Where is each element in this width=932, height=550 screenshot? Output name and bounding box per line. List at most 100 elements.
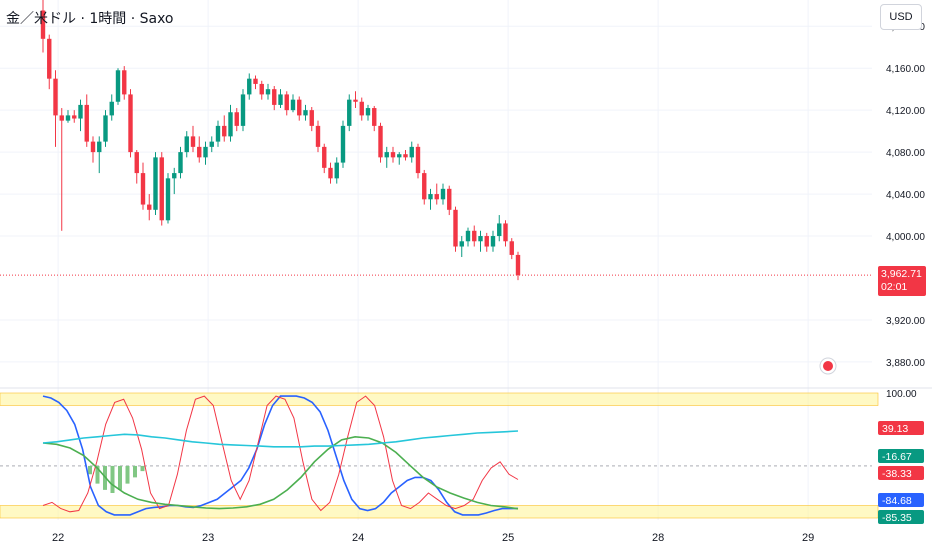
candle-body — [484, 236, 489, 247]
indicator-series-line — [42, 435, 519, 510]
time-axis-label: 29 — [802, 532, 814, 544]
time-axis-label: 28 — [652, 532, 664, 544]
candle-body — [153, 157, 158, 210]
indicator-value-tag — [878, 510, 924, 524]
candle-body — [140, 173, 146, 205]
candle-body — [134, 152, 139, 174]
indicator-series-line — [42, 395, 519, 513]
candle-body — [384, 152, 389, 158]
candle-body — [47, 38, 52, 79]
indicator-value-tag-label: -85.35 — [882, 512, 912, 524]
candle-body — [372, 108, 377, 126]
candle-body — [115, 70, 121, 102]
candle-body — [478, 236, 483, 242]
candle-body — [334, 162, 339, 179]
candle-body — [415, 146, 421, 174]
currency-button[interactable]: USD — [880, 4, 922, 30]
candle-body — [503, 223, 508, 242]
candle-body — [447, 188, 452, 210]
candle-body — [97, 141, 102, 153]
candle-body — [253, 78, 258, 84]
indicator-band — [0, 505, 879, 519]
histogram-bar — [95, 465, 100, 484]
indicator-axis-label: 100.00 — [886, 389, 917, 400]
candle-body — [203, 146, 208, 158]
candle-body — [197, 146, 202, 158]
candle-body — [209, 141, 214, 147]
indicator-series-line — [42, 395, 519, 516]
last-price-value: 3,962.71 — [881, 268, 922, 280]
indicator-value-tag — [878, 449, 924, 463]
candle-body — [215, 125, 221, 142]
histogram-bar — [140, 465, 145, 472]
candle-body — [509, 241, 514, 255]
candle-body — [340, 125, 346, 163]
price-axis-label: 3,880.00 — [886, 358, 925, 369]
candle-body — [459, 241, 464, 247]
last-price-tag: 3,962.71 02:01 — [878, 266, 926, 296]
candle-body — [53, 78, 58, 116]
candle-body — [378, 125, 383, 158]
candle-body — [65, 115, 71, 121]
histogram-bar — [118, 465, 122, 490]
indicator-value-tag-label: 39.13 — [882, 423, 908, 435]
candle-body — [409, 146, 414, 158]
candle-body — [328, 167, 333, 179]
price-axis-label: 4,000.00 — [886, 232, 925, 243]
candle-body — [309, 110, 314, 126]
candle-body — [122, 70, 127, 95]
indicator-value-tag-label: -84.68 — [882, 495, 912, 507]
candle-body — [159, 157, 164, 221]
candle-body — [365, 108, 371, 116]
candle-body — [453, 209, 458, 247]
candle-body — [297, 99, 302, 116]
candle-body — [259, 83, 264, 95]
time-axis-label: 22 — [52, 532, 64, 544]
candle-body — [353, 99, 358, 102]
candle-body — [290, 99, 296, 111]
candle-body — [284, 94, 289, 111]
candle-body — [147, 204, 152, 210]
candle-body — [315, 125, 321, 147]
histogram-bar — [88, 465, 92, 475]
candle-body — [390, 152, 396, 158]
candle-body — [472, 230, 477, 242]
candle-body — [422, 173, 427, 200]
us-flag-icon-fill — [823, 361, 833, 371]
time-axis-label: 24 — [352, 532, 364, 544]
candle-body — [490, 236, 496, 247]
candle-body — [303, 110, 308, 116]
candle-body — [265, 89, 271, 95]
indicator-value-tag — [878, 493, 924, 507]
indicator-band — [0, 392, 879, 406]
price-axis-label: 3,920.00 — [886, 316, 925, 327]
candle-body — [184, 136, 189, 153]
price-axis-label: 4,080.00 — [886, 148, 925, 159]
candle-body — [247, 78, 252, 95]
candle-body — [165, 178, 171, 221]
indicator-value-tag — [878, 421, 924, 435]
candle-body — [515, 254, 521, 276]
candle-body — [465, 230, 471, 242]
candle-body — [497, 223, 502, 237]
candle-body — [397, 154, 402, 158]
candle-body — [234, 112, 239, 126]
indicator-value-tag-label: -38.33 — [882, 468, 912, 480]
candle-body — [278, 94, 283, 105]
candle-body — [347, 99, 352, 126]
indicator-series-line — [42, 430, 519, 448]
candle-body — [272, 89, 277, 105]
price-axis-label: 4,160.00 — [886, 64, 925, 75]
time-axis-label: 23 — [202, 532, 214, 544]
candle-body — [40, 10, 46, 39]
histogram-bar — [110, 465, 115, 493]
candle-body — [403, 154, 408, 158]
candle-body — [78, 104, 83, 119]
candle-body — [440, 188, 446, 200]
candle-body — [240, 94, 246, 126]
last-price-countdown: 02:01 — [881, 281, 908, 293]
candle-body — [222, 125, 227, 137]
candle-body — [90, 141, 96, 153]
histogram-bar — [125, 465, 130, 484]
